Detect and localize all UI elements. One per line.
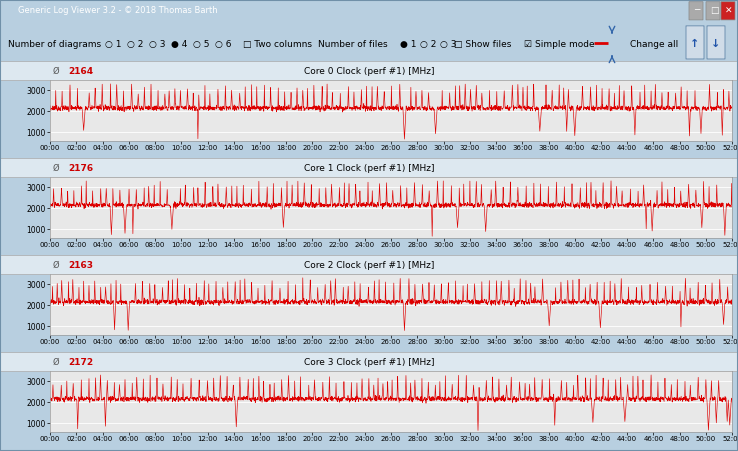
Text: □ Show files: □ Show files [454, 40, 511, 49]
Text: Core 2 Clock (perf #1) [MHz]: Core 2 Clock (perf #1) [MHz] [304, 261, 434, 270]
Text: ○ 2: ○ 2 [127, 40, 143, 49]
Text: 2176: 2176 [69, 164, 94, 173]
Text: □ Two columns: □ Two columns [243, 40, 312, 49]
Text: ○ 3: ○ 3 [440, 40, 457, 49]
Text: ○ 6: ○ 6 [215, 40, 232, 49]
Text: 2172: 2172 [69, 358, 94, 367]
Text: Ø: Ø [52, 164, 59, 173]
Text: ○ 2: ○ 2 [420, 40, 436, 49]
FancyBboxPatch shape [721, 2, 735, 20]
Text: ↓: ↓ [711, 40, 721, 50]
Text: ● 1: ● 1 [400, 40, 416, 49]
Text: ○ 3: ○ 3 [149, 40, 165, 49]
Text: Ø: Ø [52, 261, 59, 270]
Text: Change all: Change all [630, 40, 678, 49]
Text: ✕: ✕ [725, 6, 733, 15]
Text: Core 0 Clock (perf #1) [MHz]: Core 0 Clock (perf #1) [MHz] [304, 67, 434, 76]
FancyBboxPatch shape [686, 26, 704, 59]
Text: □: □ [710, 6, 718, 15]
Text: Core 3 Clock (perf #1) [MHz]: Core 3 Clock (perf #1) [MHz] [304, 358, 434, 367]
Text: ☑ Simple mode: ☑ Simple mode [524, 40, 595, 49]
Text: ○ 1: ○ 1 [105, 40, 122, 49]
Text: ─: ─ [694, 6, 700, 15]
Text: Ø: Ø [52, 358, 59, 367]
Text: 2163: 2163 [69, 261, 94, 270]
Text: 2164: 2164 [69, 67, 94, 76]
Text: Ø: Ø [52, 67, 59, 76]
FancyBboxPatch shape [706, 2, 720, 20]
Text: Number of diagrams: Number of diagrams [8, 40, 101, 49]
Text: ↑: ↑ [690, 40, 700, 50]
Text: ○ 5: ○ 5 [193, 40, 210, 49]
Text: Number of files: Number of files [318, 40, 387, 49]
Text: Core 1 Clock (perf #1) [MHz]: Core 1 Clock (perf #1) [MHz] [304, 164, 434, 173]
FancyBboxPatch shape [707, 26, 725, 59]
Text: ● 4: ● 4 [171, 40, 187, 49]
Text: Generic Log Viewer 3.2 - © 2018 Thomas Barth: Generic Log Viewer 3.2 - © 2018 Thomas B… [18, 6, 218, 15]
FancyBboxPatch shape [689, 2, 703, 20]
